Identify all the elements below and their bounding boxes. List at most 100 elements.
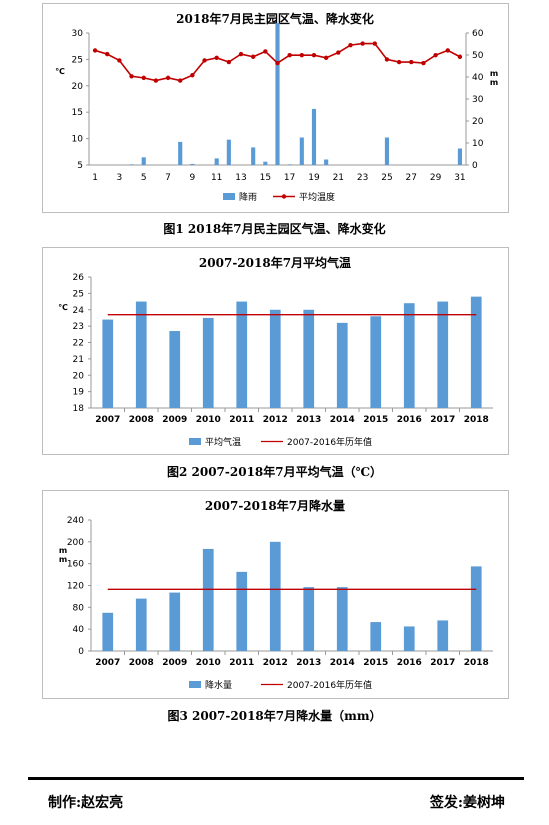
chart-2-bar <box>102 319 114 408</box>
y-tick-label: 20 <box>72 82 84 92</box>
x-tick-label: 11 <box>211 173 222 183</box>
chart-2-bar <box>202 317 214 408</box>
temperature-point <box>287 52 292 58</box>
temperature-point <box>445 48 450 53</box>
rain-bar <box>251 147 256 165</box>
x-tick-label: 9 <box>190 173 196 183</box>
x-tick-label: 29 <box>430 173 442 183</box>
temperature-point <box>336 50 341 55</box>
figure-3-caption: 图3 2007-2018年7月降水量（mm） <box>167 709 382 723</box>
chart-3-x-tick-label: 2007 <box>95 658 120 668</box>
chart-2-y-tick-label: 18 <box>73 404 85 414</box>
chart-3-legend-ref-label: 2007-2016年历年值 <box>287 679 372 691</box>
x-tick-label: 13 <box>235 173 246 183</box>
y2-tick-label: 10 <box>472 139 484 149</box>
chart-3-bar <box>370 622 382 651</box>
chart-2-x-tick-label: 2018 <box>464 415 489 425</box>
temperature-point <box>384 57 390 62</box>
y2-tick-label: 0 <box>472 161 478 171</box>
rain-bar <box>324 159 329 165</box>
chart-2-x-tick-label: 2013 <box>296 415 321 425</box>
chart-2-bar <box>303 309 315 408</box>
chart-2-y-tick-label: 20 <box>73 371 85 381</box>
chart-3-bar <box>403 626 415 651</box>
temperature-point <box>190 73 195 78</box>
temperature-point <box>238 51 244 57</box>
legend-rain-swatch <box>223 193 235 200</box>
chart-3-x-tick-label: 2010 <box>196 658 221 668</box>
x-tick-label: 31 <box>454 173 465 183</box>
chart-1-svg: 2018年7月民主园区气温、降水变化5101520253001020304050… <box>55 11 498 203</box>
rain-bar <box>384 137 390 165</box>
y2-tick-label: 30 <box>472 95 484 105</box>
chart-avg-temperature: 2007-2018年7月平均气温 18 19 20 21 22 23 24 25 26 2007 20… <box>42 247 509 455</box>
figure-1-caption: 图1 2018年7月民主园区气温、降水变化 <box>163 222 386 236</box>
temperature-point <box>178 78 183 83</box>
chart-3-y-tick-label: 240 <box>67 516 84 526</box>
chart-3-bar <box>236 571 248 651</box>
chart-3-bar <box>437 620 449 651</box>
chart-3-legend-bar-swatch <box>189 681 201 688</box>
chart-3-x-tick-label: 2015 <box>363 658 388 668</box>
footer-author: 制作:赵宏亮 <box>48 795 124 811</box>
chart-2-x-tick-label: 2017 <box>430 415 455 425</box>
temperature-point <box>92 48 98 53</box>
temperature-point <box>433 52 438 58</box>
rain-bar <box>275 23 280 165</box>
chart-2-bar <box>336 322 348 408</box>
chart-3-svg: 2007-2018年7月降水量 0 40 80 120 160 200 240 2007 2008… <box>59 498 493 691</box>
temperature-point <box>421 60 426 66</box>
temperature-point <box>165 75 171 81</box>
x-tick-label: 3 <box>117 173 123 183</box>
chart-2-x-tick-label: 2007 <box>95 415 120 425</box>
y-tick-label: 10 <box>72 135 84 145</box>
chart-3-bar <box>102 612 114 651</box>
temperature-point <box>250 54 256 59</box>
x-tick-label: 15 <box>260 173 271 183</box>
chart-3-x-tick-label: 2018 <box>464 658 489 668</box>
temperature-point <box>323 55 329 61</box>
x-tick-label: 5 <box>141 173 147 183</box>
chart-2-y-tick-label: 23 <box>73 322 84 332</box>
temperature-point <box>153 78 159 83</box>
chart-2-legend-ref-label: 2007-2016年历年值 <box>287 436 372 448</box>
chart-3-y-tick-label: 160 <box>67 560 84 570</box>
rain-bar <box>178 141 183 165</box>
chart-2-legend-bar-swatch <box>189 438 201 445</box>
rain-bar <box>287 164 292 165</box>
chart-3-y-tick-label: 40 <box>73 625 85 635</box>
chart-3-x-tick-label: 2014 <box>330 658 355 668</box>
temperature-point <box>299 52 305 58</box>
chart-2-x-tick-label: 2012 <box>263 415 288 425</box>
chart-3-bar <box>169 592 181 651</box>
chart-2-bar <box>236 301 248 408</box>
temperature-point <box>457 54 463 59</box>
chart-3-bar <box>303 587 315 651</box>
rain-bar <box>141 157 146 165</box>
chart-1-title: 2018年7月民主园区气温、降水变化 <box>176 11 374 26</box>
rain-bar <box>226 139 231 165</box>
temperature-point <box>129 74 134 79</box>
chart-3-bar <box>135 598 147 651</box>
chart-2-x-tick-label: 2015 <box>363 415 388 425</box>
x-tick-label: 23 <box>357 173 368 183</box>
y2-tick-label: 60 <box>472 29 484 39</box>
chart-2-x-tick-label: 2010 <box>196 415 221 425</box>
temperature-point <box>311 52 317 58</box>
chart-3-y-tick-label: 200 <box>67 538 84 548</box>
temperature-point <box>105 51 110 57</box>
chart-2-y-tick-label: 21 <box>73 355 84 365</box>
chart-2-svg: 2007-2018年7月平均气温 18 19 20 21 22 23 24 25 26 2007 20… <box>58 255 493 448</box>
rain-bar <box>190 163 195 165</box>
chart-2-bar <box>403 303 415 408</box>
x-tick-label: 19 <box>308 173 320 183</box>
rain-bar <box>263 161 268 165</box>
rain-bar <box>129 164 134 165</box>
chart-2-x-tick-label: 2009 <box>162 415 187 425</box>
chart-3-y-tick-label: 0 <box>78 647 84 657</box>
temperature-point <box>348 42 353 48</box>
chart-3-x-tick-label: 2013 <box>296 658 321 668</box>
y-tick-label: 15 <box>72 108 83 118</box>
rain-bar <box>299 137 304 165</box>
